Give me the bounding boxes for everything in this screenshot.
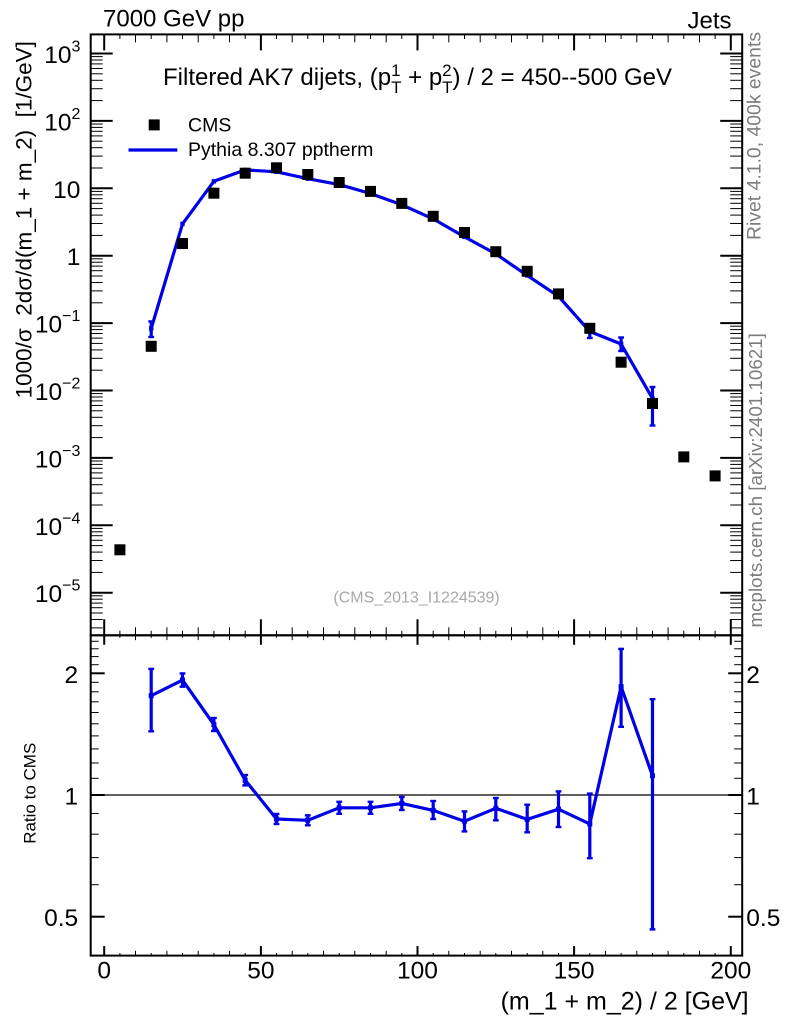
svg-text:7000 GeV pp: 7000 GeV pp bbox=[103, 6, 244, 33]
svg-text:Rivet 4.1.0, 400k events: Rivet 4.1.0, 400k events bbox=[744, 32, 766, 240]
svg-text:mcplots.cern.ch [arXiv:2401.10: mcplots.cern.ch [arXiv:2401.10621] bbox=[745, 333, 766, 627]
svg-text:10−4: 10−4 bbox=[35, 510, 81, 541]
svg-text:(CMS_2013_I1224539): (CMS_2013_I1224539) bbox=[333, 590, 499, 607]
svg-text:10−3: 10−3 bbox=[35, 443, 81, 474]
svg-text:0.5: 0.5 bbox=[44, 905, 78, 932]
svg-text:(m_1 + m_2) / 2 [GeV]: (m_1 + m_2) / 2 [GeV] bbox=[501, 987, 749, 1015]
svg-text:10−5: 10−5 bbox=[35, 578, 81, 609]
svg-text:50: 50 bbox=[247, 958, 274, 985]
svg-text:1: 1 bbox=[67, 244, 81, 271]
svg-text:CMS: CMS bbox=[188, 114, 231, 136]
svg-text:10: 10 bbox=[53, 177, 80, 204]
svg-text:1000/σ 2dσ/d(m_1 + m_2) [1/G: 1000/σ 2dσ/d(m_1 + m_2) [1/GeV] bbox=[12, 41, 37, 398]
svg-text:100: 100 bbox=[397, 958, 438, 985]
svg-text:102: 102 bbox=[44, 106, 80, 137]
svg-text:1: 1 bbox=[746, 784, 760, 811]
svg-text:2: 2 bbox=[65, 662, 79, 689]
svg-text:1: 1 bbox=[65, 784, 79, 811]
svg-text:Filtered AK7 dijets, (p1T + p2: Filtered AK7 dijets, (p1 T + p2 T) / 2 = 4… bbox=[163, 61, 672, 97]
svg-text:Pythia 8.307 pptherm: Pythia 8.307 pptherm bbox=[188, 139, 373, 161]
svg-text:0.5: 0.5 bbox=[746, 905, 780, 932]
svg-text:0: 0 bbox=[97, 958, 111, 985]
svg-text:Jets: Jets bbox=[687, 8, 731, 35]
svg-text:Ratio to CMS: Ratio to CMS bbox=[21, 743, 40, 844]
svg-text:2: 2 bbox=[746, 662, 760, 689]
svg-text:200: 200 bbox=[710, 958, 751, 985]
svg-text:150: 150 bbox=[554, 958, 595, 985]
